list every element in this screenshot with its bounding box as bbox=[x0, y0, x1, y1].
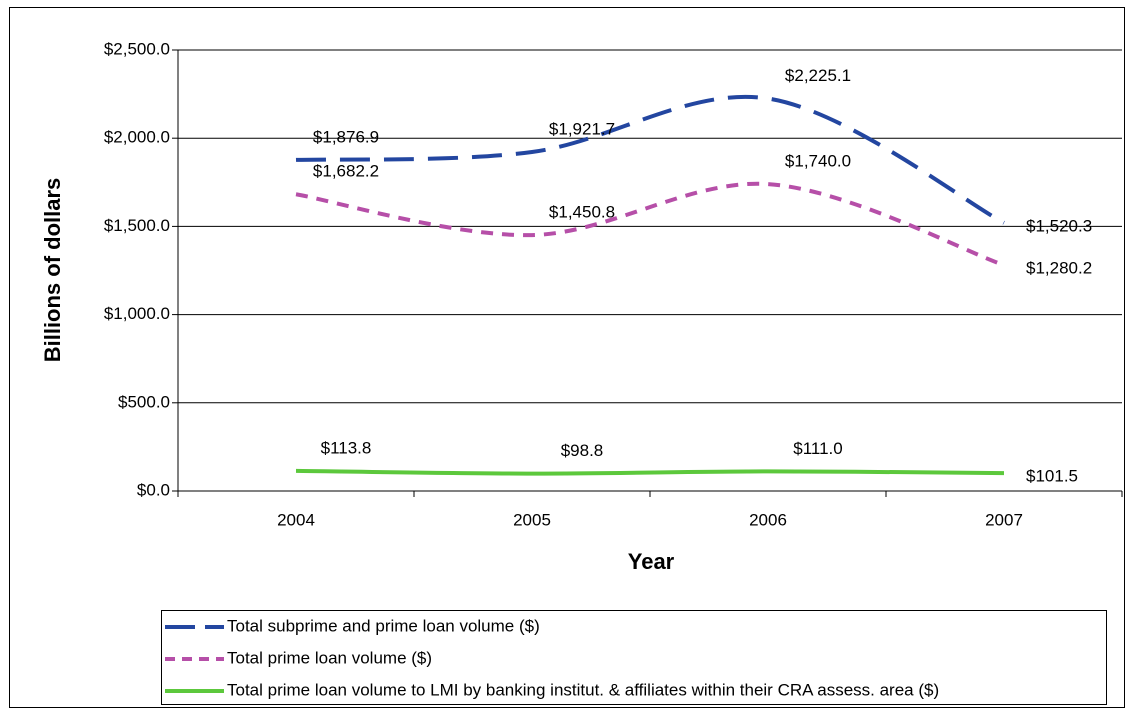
series-line bbox=[295, 181, 1005, 268]
data-label: $1,740.0 bbox=[785, 152, 851, 171]
data-label: $1,520.3 bbox=[1026, 216, 1092, 235]
x-tick-label: 2004 bbox=[277, 510, 315, 529]
y-tick-label: $2,500.0 bbox=[104, 39, 170, 58]
x-axis-title: Year bbox=[628, 549, 675, 574]
data-label: $1,876.9 bbox=[313, 127, 379, 146]
data-label: $1,682.2 bbox=[313, 162, 379, 181]
y-tick-label: $500.0 bbox=[118, 392, 170, 411]
x-tick-label: 2007 bbox=[985, 510, 1023, 529]
data-label: $1,450.8 bbox=[549, 203, 615, 222]
y-tick-label: $1,500.0 bbox=[104, 216, 170, 235]
x-tick-label: 2005 bbox=[513, 510, 551, 529]
legend-label: Total prime loan volume to LMI by bankin… bbox=[227, 680, 939, 699]
data-label: $1,280.2 bbox=[1026, 259, 1092, 278]
data-label: $1,921.7 bbox=[549, 119, 615, 138]
x-tick-label: 2006 bbox=[749, 510, 787, 529]
chart-border bbox=[9, 7, 1125, 708]
data-label: $113.8 bbox=[321, 438, 372, 457]
series-line bbox=[295, 468, 1005, 476]
y-tick-label: $1,000.0 bbox=[104, 304, 170, 323]
legend-label: Total subprime and prime loan volume ($) bbox=[227, 616, 540, 635]
y-tick-label: $2,000.0 bbox=[104, 128, 170, 147]
data-label: $101.5 bbox=[1026, 467, 1078, 486]
y-axis-title: Billions of dollars bbox=[40, 178, 65, 363]
legend-label: Total prime loan volume ($) bbox=[227, 648, 432, 667]
data-label: $2,225.1 bbox=[785, 66, 851, 85]
y-tick-label: $0.0 bbox=[137, 480, 170, 499]
legend-box bbox=[161, 610, 1107, 705]
data-label: $98.8 bbox=[561, 441, 604, 460]
data-label: $111.0 bbox=[793, 439, 842, 458]
series-line bbox=[295, 94, 1005, 225]
